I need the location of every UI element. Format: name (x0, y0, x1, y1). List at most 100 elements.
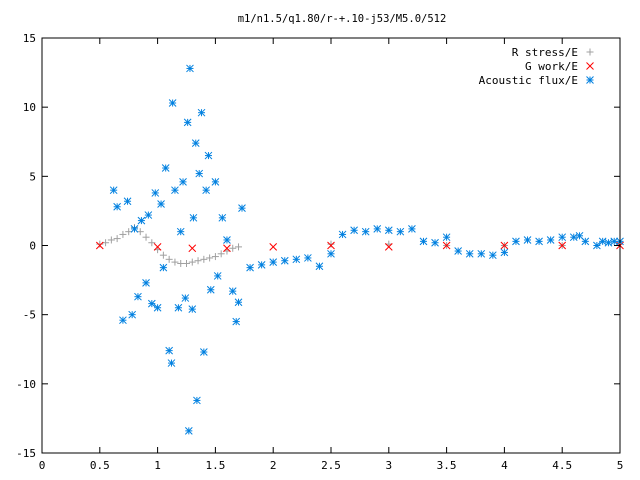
x-tick-label: 2.5 (321, 459, 341, 472)
data-point (384, 226, 393, 235)
axis-ticks: 0 0.5 1 1.5 2 2.5 3 3.5 4 4.5 5 15 10 5 0 -5 -10 -15 (16, 32, 623, 472)
data-point (361, 227, 370, 236)
data-point (197, 108, 206, 117)
data-point (235, 243, 243, 251)
data-point (202, 186, 211, 195)
data-point (523, 236, 532, 244)
y-tick-label: 5 (29, 170, 36, 183)
data-point (95, 241, 104, 250)
data-point (151, 189, 160, 197)
data-point (477, 249, 486, 258)
data-point (598, 237, 607, 246)
data-point (134, 292, 142, 301)
data-point (191, 139, 200, 147)
data-point (269, 258, 278, 266)
series-2 (109, 64, 624, 435)
data-point (119, 316, 127, 325)
data-point (183, 118, 192, 127)
data-point (200, 255, 208, 263)
data-point (188, 244, 197, 253)
data-point (246, 263, 254, 272)
data-point (147, 299, 156, 308)
data-point (500, 248, 509, 257)
data-point (165, 346, 174, 355)
data-point (327, 241, 335, 250)
data-point (384, 243, 393, 251)
x-tick-label: 4 (501, 459, 508, 472)
data-point (442, 233, 451, 242)
data-point (396, 227, 405, 236)
data-point (204, 151, 213, 160)
data-point (442, 241, 451, 250)
x-tick-label: 1 (154, 459, 161, 472)
data-point (188, 305, 197, 313)
data-point (338, 230, 347, 239)
data-point (153, 303, 162, 312)
data-point (546, 236, 555, 244)
data-point (217, 250, 225, 258)
data-point (199, 348, 208, 356)
x-tick-label: 1.5 (205, 459, 225, 472)
y-tick-label: 10 (23, 101, 36, 114)
data-point (142, 233, 150, 241)
data-point (183, 259, 190, 267)
x-tick-label: 3.5 (437, 459, 457, 472)
data-point (186, 64, 194, 73)
data-point (232, 317, 241, 326)
data-point (234, 298, 243, 307)
data-point (195, 169, 204, 178)
data-point (488, 251, 497, 260)
legend-label: Acoustic flux/E (479, 74, 578, 87)
x-tick-label: 5 (617, 459, 624, 472)
data-points (95, 64, 624, 435)
x-tick-label: 3 (385, 459, 392, 472)
data-point (179, 178, 187, 186)
data-point (223, 244, 231, 253)
data-point (130, 225, 139, 233)
data-point (148, 239, 156, 247)
data-point (174, 303, 183, 312)
data-point (193, 396, 201, 405)
legend-label: R stress/E (512, 46, 578, 59)
y-tick-label: -15 (16, 447, 36, 460)
data-point (167, 359, 176, 367)
data-point (176, 227, 185, 236)
legend-marker (586, 62, 594, 70)
data-point (96, 240, 104, 248)
data-point (558, 233, 567, 242)
legend-label: G work/E (525, 60, 578, 73)
data-point (113, 235, 121, 243)
data-point (257, 261, 266, 269)
data-point (558, 241, 567, 250)
data-point (109, 186, 118, 195)
data-point (238, 204, 246, 213)
data-point (280, 256, 289, 265)
data-point (123, 197, 132, 206)
x-tick-label: 0.5 (90, 459, 110, 472)
y-tick-label: -5 (23, 309, 36, 322)
data-point (188, 258, 196, 266)
data-point (604, 238, 613, 247)
data-point (211, 253, 219, 261)
data-point (315, 262, 324, 271)
data-point (569, 233, 578, 242)
x-tick-label: 2 (270, 459, 277, 472)
data-point (431, 238, 439, 247)
data-point (184, 427, 193, 435)
data-point (350, 226, 358, 235)
data-point (159, 251, 167, 259)
data-point (593, 241, 601, 250)
x-tick-label: 4.5 (552, 459, 572, 472)
data-point (161, 164, 170, 172)
y-tick-label: 15 (23, 32, 36, 45)
y-tick-label: 0 (29, 240, 36, 253)
data-point (206, 285, 215, 294)
data-point (144, 211, 153, 219)
data-point (171, 186, 179, 195)
data-point (157, 200, 165, 208)
data-point (292, 255, 301, 264)
data-point (373, 225, 382, 233)
data-point (465, 249, 474, 258)
y-tick-label: -10 (16, 378, 36, 391)
